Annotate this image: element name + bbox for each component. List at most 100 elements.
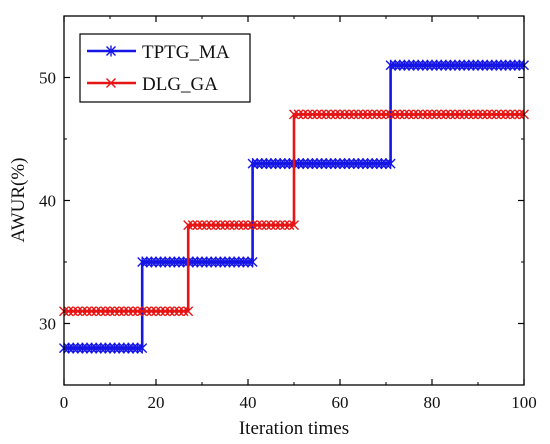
data-point: [197, 220, 207, 231]
data-point: [381, 109, 391, 120]
legend-marker: [106, 78, 116, 88]
data-point: [293, 109, 304, 120]
data-point: [86, 306, 97, 317]
data-point: [68, 306, 79, 317]
data-point: [316, 109, 327, 120]
data-point: [431, 109, 442, 120]
data-point: [408, 109, 419, 120]
data-point: [215, 220, 226, 231]
data-point: [348, 109, 359, 120]
legend-item-tptg-ma: TPTG_MA: [87, 42, 230, 63]
data-point: [224, 220, 235, 231]
data-point: [192, 220, 203, 231]
data-point: [233, 220, 244, 231]
data-point: [440, 109, 451, 120]
data-point: [390, 109, 401, 120]
data-point: [468, 109, 479, 120]
data-point: [505, 109, 516, 120]
data-point: [371, 109, 382, 120]
data-point: [307, 109, 318, 120]
data-point: [450, 109, 460, 120]
data-point: [394, 109, 405, 120]
data-point: [514, 109, 525, 120]
x-tick-label: 80: [424, 393, 441, 412]
data-point: [454, 109, 465, 120]
data-point: [417, 109, 428, 120]
data-point: [284, 220, 295, 231]
data-point: [376, 109, 387, 120]
x-axis-title: Iteration times: [239, 418, 349, 439]
data-point: [509, 109, 520, 120]
data-point: [325, 109, 336, 120]
data-point: [335, 109, 345, 120]
data-point: [321, 109, 332, 120]
y-tick-label: 50: [39, 69, 56, 88]
data-point: [109, 306, 120, 317]
data-point: [132, 306, 143, 317]
data-point: [367, 109, 378, 120]
data-point: [155, 306, 166, 317]
legend-label: DLG_GA: [142, 74, 218, 95]
data-point: [169, 306, 180, 317]
data-point: [445, 109, 456, 120]
data-point: [238, 220, 249, 231]
x-tick-label: 100: [511, 393, 537, 412]
series-layer: [59, 59, 529, 354]
data-point: [330, 109, 341, 120]
data-point: [114, 306, 125, 317]
data-point: [422, 109, 433, 120]
data-point: [82, 306, 92, 317]
data-point: [266, 220, 276, 231]
data-point: [229, 220, 240, 231]
data-point: [178, 306, 189, 317]
data-point: [187, 220, 198, 231]
legend-box: [79, 33, 251, 103]
data-point: [279, 220, 290, 231]
series-line: [64, 63, 524, 350]
data-point: [210, 220, 221, 231]
x-tick-label: 20: [148, 393, 165, 412]
data-point: [243, 220, 253, 231]
data-point: [404, 109, 414, 120]
data-point: [164, 306, 175, 317]
data-point: [289, 220, 299, 231]
data-point: [427, 109, 437, 120]
data-point: [252, 220, 263, 231]
data-point: [399, 109, 410, 120]
x-tick-label: 40: [240, 393, 257, 412]
x-tick-label: 60: [332, 393, 349, 412]
tick-layer: 0 20 40 60 80 100 30 40 50: [39, 16, 537, 412]
data-point: [118, 306, 129, 317]
data-point: [275, 220, 286, 231]
data-point: [220, 220, 230, 231]
data-point: [385, 158, 396, 170]
x-tick-label: 0: [60, 393, 69, 412]
data-point: [256, 220, 267, 231]
data-point: [459, 109, 470, 120]
data-point: [128, 306, 138, 317]
legend-marker: [106, 45, 116, 57]
data-point: [77, 306, 88, 317]
data-point: [491, 109, 502, 120]
data-point: [151, 306, 161, 317]
data-point: [247, 256, 258, 268]
data-point: [436, 109, 447, 120]
data-point: [486, 109, 497, 120]
data-point: [463, 109, 474, 120]
data-point: [302, 109, 313, 120]
y-tick-label: 40: [39, 192, 56, 211]
series-line: [64, 113, 524, 313]
data-point: [362, 109, 373, 120]
data-point: [500, 109, 511, 120]
legend-item-dlg-ga: DLG_GA: [87, 74, 218, 95]
data-point: [105, 306, 115, 317]
data-point: [72, 306, 83, 317]
data-point: [63, 306, 74, 317]
data-point: [270, 220, 281, 231]
y-axis-title: AWUR(%): [8, 157, 29, 242]
y-tick-label: 30: [39, 315, 56, 334]
data-point: [496, 109, 506, 120]
data-point: [141, 306, 152, 317]
data-point: [183, 306, 194, 317]
data-point: [358, 109, 368, 120]
